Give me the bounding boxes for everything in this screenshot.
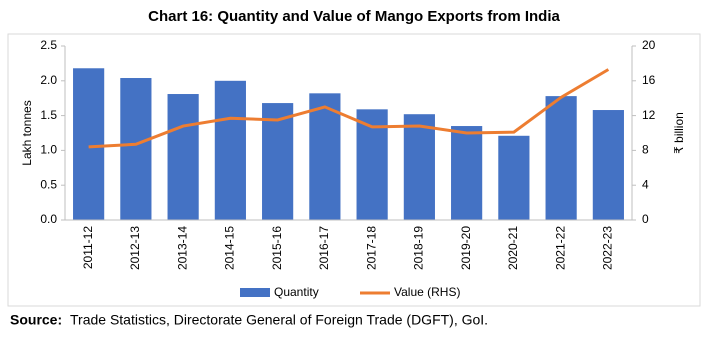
- x-tick-label: 2013-14: [175, 226, 189, 270]
- x-tick-label: 2022-23: [601, 226, 615, 270]
- chart-title: Chart 16: Quantity and Value of Mango Ex…: [148, 8, 560, 25]
- bar: [73, 68, 105, 220]
- x-tick-label: 2011-12: [81, 226, 95, 269]
- x-tick-label: 2018-19: [412, 226, 426, 270]
- y-axis-label: Lakh tonnes: [20, 100, 34, 165]
- x-tick-label: 2019-20: [459, 226, 473, 270]
- y2-tick-label: 20: [642, 38, 656, 52]
- y-tick-label: 0.0: [40, 212, 57, 226]
- legend-label: Quantity: [274, 285, 319, 299]
- y2-tick-label: 16: [642, 73, 656, 87]
- x-tick-label: 2015-16: [270, 226, 284, 270]
- x-tick-label: 2014-15: [223, 226, 237, 270]
- y-tick-label: 2.0: [40, 73, 57, 87]
- y2-tick-label: 8: [642, 143, 649, 157]
- bar: [403, 114, 435, 220]
- y-tick-label: 1.5: [40, 108, 57, 122]
- x-tick-label: 2017-18: [364, 226, 378, 270]
- y-tick-label: 1.0: [40, 143, 57, 157]
- x-tick-label: 2020-21: [506, 226, 520, 270]
- y2-tick-label: 4: [642, 177, 649, 191]
- x-tick-label: 2021-22: [553, 226, 567, 270]
- chart-frame: [7, 33, 701, 307]
- legend-label: Value (RHS): [394, 285, 460, 299]
- x-tick-label: 2016-17: [317, 226, 331, 270]
- bar: [167, 94, 199, 220]
- x-tick-label: 2012-13: [128, 226, 142, 270]
- bar: [592, 110, 624, 220]
- legend-swatch: [240, 288, 270, 297]
- bar: [451, 126, 483, 220]
- bar: [545, 96, 577, 220]
- source-label: Source:: [10, 312, 62, 328]
- line: [88, 68, 610, 149]
- bar: [120, 78, 152, 221]
- y-tick-label: 0.5: [40, 177, 57, 191]
- y2-tick-label: 12: [642, 108, 656, 122]
- y2-axis-label: ₹ billion: [672, 112, 686, 154]
- bar: [498, 135, 530, 220]
- bar: [309, 93, 341, 220]
- source-text: Trade Statistics, Directorate General of…: [70, 312, 488, 328]
- bar: [262, 103, 294, 220]
- y2-tick-label: 0: [642, 212, 649, 226]
- bar: [214, 80, 246, 220]
- y-tick-label: 2.5: [40, 38, 57, 52]
